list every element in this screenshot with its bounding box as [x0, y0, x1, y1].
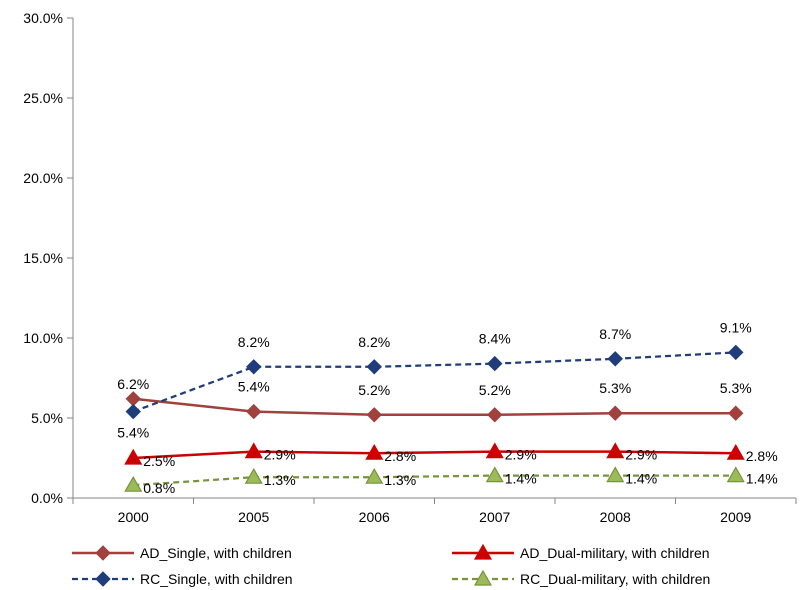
data-label: 2.9% [505, 447, 537, 463]
legend-swatch-marker [473, 569, 493, 586]
data-point-marker [366, 407, 382, 423]
y-tick-label: 0.0% [31, 490, 63, 506]
y-tick-label: 25.0% [23, 90, 63, 106]
data-point-marker [244, 442, 263, 459]
x-tick-label: 2005 [238, 509, 269, 525]
x-tick-label: 2000 [118, 509, 149, 525]
data-point-marker [124, 475, 143, 492]
data-point-marker [485, 466, 504, 483]
data-labels: 6.2% 5.4% 5.2% 5.2% 5.3% 5.3% 2.5% 2.9% 2.8% 2.9%… [117, 319, 777, 496]
data-label: 5.3% [599, 380, 631, 396]
legend-item-3: RC_Dual-military, with children [452, 569, 710, 587]
x-tick-label: 2006 [359, 509, 390, 525]
data-point-marker [726, 443, 745, 460]
data-point-marker [365, 467, 384, 484]
y-tick-label: 15.0% [23, 250, 63, 266]
data-label: 5.3% [720, 380, 752, 396]
series-layer [124, 344, 745, 492]
series-3 [124, 466, 745, 492]
data-label: 5.2% [358, 382, 390, 398]
data-label: 1.3% [384, 472, 416, 488]
data-point-marker [728, 405, 744, 421]
data-label: 8.2% [358, 334, 390, 350]
data-point-marker [606, 442, 625, 459]
series-2 [125, 344, 744, 420]
data-label: 1.4% [505, 471, 537, 487]
data-label: 9.1% [720, 319, 752, 335]
data-label: 2.9% [264, 447, 296, 463]
series-line [133, 474, 736, 487]
data-label: 5.4% [117, 425, 149, 441]
data-label: 5.2% [479, 382, 511, 398]
data-point-marker [246, 359, 262, 375]
data-label: 6.2% [117, 376, 149, 392]
data-point-marker [246, 403, 262, 420]
data-label: 1.4% [625, 471, 657, 487]
y-tick-label: 20.0% [23, 170, 63, 186]
data-label: 1.3% [264, 472, 296, 488]
data-point-marker [607, 405, 623, 421]
data-point-marker [124, 448, 143, 465]
data-point-marker [726, 466, 745, 483]
axes: 0.0% 5.0% 10.0% 15.0% 20.0% 25.0% 30.0% 2000 200… [23, 10, 797, 525]
legend-label: RC_Single, with children [140, 571, 293, 587]
data-point-marker [485, 442, 504, 459]
series-line [133, 450, 736, 460]
legend-label: AD_Dual-military, with children [520, 545, 710, 561]
data-label: 8.4% [479, 331, 511, 347]
data-point-marker [487, 407, 503, 423]
legend-label: RC_Dual-military, with children [520, 571, 710, 587]
series-0 [125, 391, 744, 423]
data-point-marker [606, 466, 625, 483]
data-label: 2.9% [625, 447, 657, 463]
series-1 [124, 442, 745, 465]
data-label: 2.8% [384, 448, 416, 464]
legend-label: AD_Single, with children [140, 545, 292, 561]
x-tick-label: 2009 [720, 509, 751, 525]
x-tick-label: 2008 [600, 509, 631, 525]
data-label: 8.2% [238, 334, 270, 350]
legend: AD_Single, with children AD_Dual-military… [72, 543, 710, 587]
data-point-marker [244, 467, 263, 484]
data-point-marker [607, 351, 623, 367]
data-label: 8.7% [599, 326, 631, 342]
legend-swatch-marker [95, 545, 111, 561]
data-point-marker [365, 443, 384, 460]
data-label: 0.8% [143, 480, 175, 496]
y-tick-label: 30.0% [23, 10, 63, 26]
data-label: 1.4% [746, 471, 778, 487]
y-tick-label: 5.0% [31, 410, 63, 426]
data-label: 2.8% [746, 448, 778, 464]
data-point-marker [728, 344, 744, 361]
y-tick-label: 10.0% [23, 330, 63, 346]
data-point-marker [125, 391, 141, 407]
legend-item-0: AD_Single, with children [72, 545, 292, 561]
series-line [133, 397, 736, 417]
data-point-marker [125, 403, 141, 420]
data-point-marker [487, 355, 503, 372]
data-point-marker [366, 359, 382, 375]
legend-swatch-marker [95, 571, 111, 587]
x-tick-label: 2007 [479, 509, 510, 525]
data-label: 2.5% [143, 453, 175, 469]
legend-item-2: RC_Single, with children [72, 571, 293, 587]
legend-swatch-marker [473, 543, 493, 560]
series-line [132, 351, 736, 413]
legend-item-1: AD_Dual-military, with children [452, 543, 710, 561]
data-label: 5.4% [238, 379, 270, 395]
